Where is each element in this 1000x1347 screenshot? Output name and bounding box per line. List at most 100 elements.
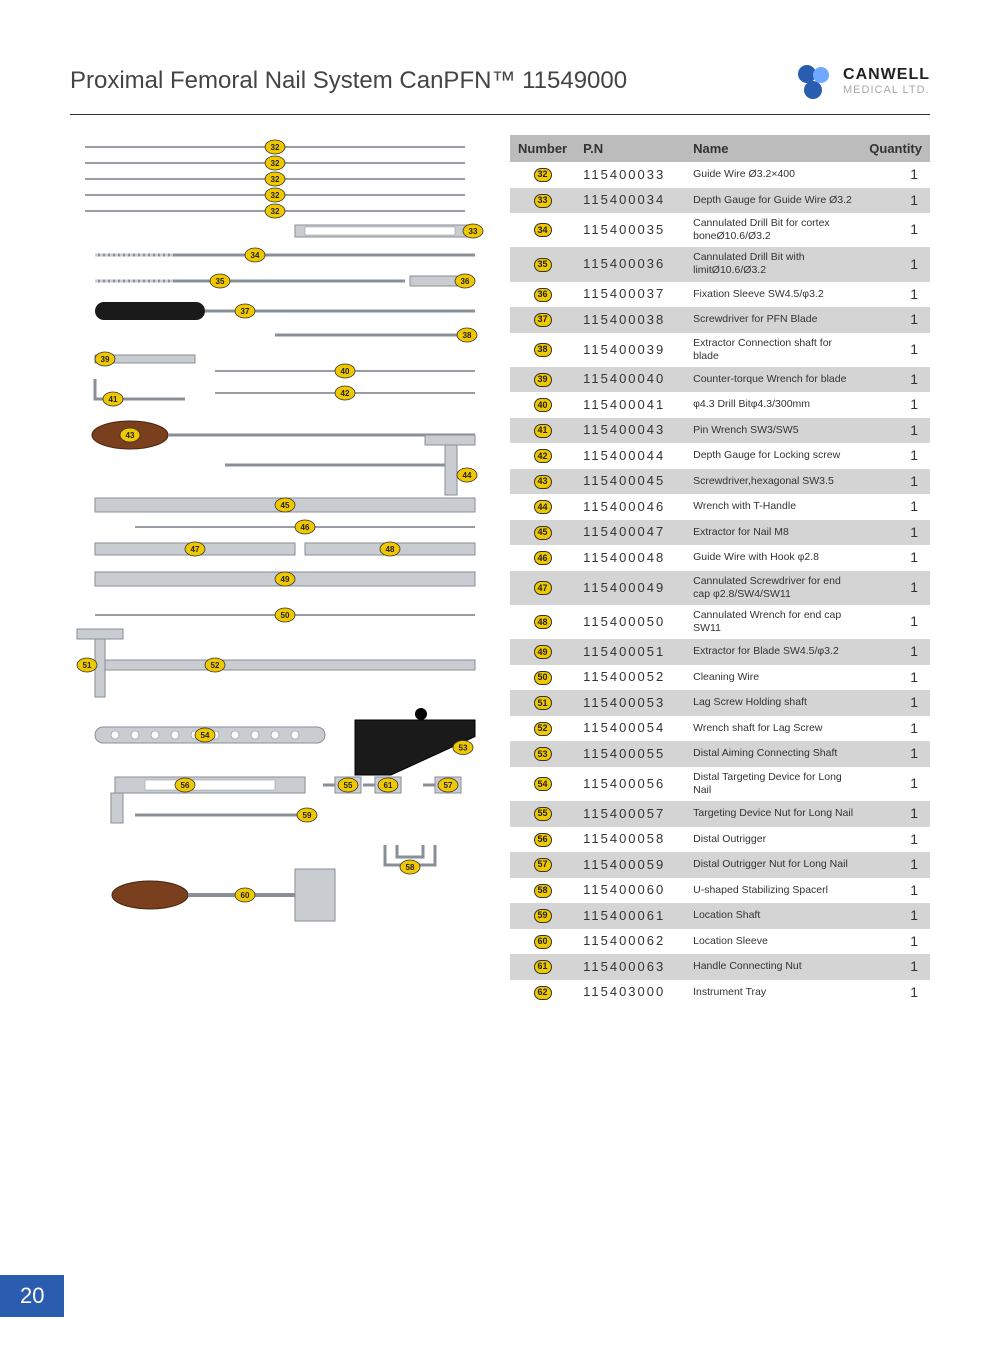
cell-name: Cannulated Wrench for end cap SW11 [685,605,861,639]
cell-number: 35 [510,247,575,281]
cell-name: Handle Connecting Nut [685,954,861,980]
svg-text:55: 55 [344,781,353,790]
svg-text:36: 36 [461,277,470,286]
table-row: 41115400043Pin Wrench SW3/SW51 [510,418,930,444]
table-row: 51115400053Lag Screw Holding shaft1 [510,690,930,716]
svg-text:61: 61 [384,781,393,790]
cell-name: Pin Wrench SW3/SW5 [685,418,861,444]
table-row: 34115400035Cannulated Drill Bit for cort… [510,213,930,247]
cell-number: 57 [510,852,575,878]
cell-qty: 1 [861,282,930,308]
table-row: 54115400056Distal Targeting Device for L… [510,767,930,801]
cell-name: Guide Wire with Hook φ2.8 [685,545,861,571]
cell-name: Guide Wire Ø3.2×400 [685,162,861,188]
cell-pn: 115400063 [575,954,685,980]
cell-qty: 1 [861,392,930,418]
page-number: 20 [0,1275,64,1317]
table-row: 50115400052Cleaning Wire1 [510,665,930,691]
cell-number: 60 [510,929,575,955]
cell-number: 61 [510,954,575,980]
table-row: 45115400047Extractor for Nail M81 [510,520,930,546]
cell-qty: 1 [861,639,930,665]
cell-number: 43 [510,469,575,495]
cell-qty: 1 [861,980,930,1006]
cell-number: 44 [510,494,575,520]
svg-text:32: 32 [271,207,280,216]
cell-pn: 115400044 [575,443,685,469]
table-row: 46115400048Guide Wire with Hook φ2.81 [510,545,930,571]
cell-name: Cannulated Drill Bit with limitØ10.6/Ø3.… [685,247,861,281]
cell-name: Extractor for Nail M8 [685,520,861,546]
svg-text:34: 34 [251,251,260,260]
cell-name: Wrench shaft for Lag Screw [685,716,861,742]
svg-text:52: 52 [211,661,220,670]
brand-sub: MEDICAL LTD. [843,84,930,96]
cell-qty: 1 [861,247,930,281]
cell-number: 33 [510,188,575,214]
cell-number: 50 [510,665,575,691]
cell-qty: 1 [861,741,930,767]
svg-text:46: 46 [301,523,310,532]
cell-name: Targeting Device Nut for Long Nail [685,801,861,827]
table-row: 59115400061Location Shaft1 [510,903,930,929]
cell-name: Depth Gauge for Locking screw [685,443,861,469]
cell-name: Screwdriver for PFN Blade [685,307,861,333]
cell-name: φ4.3 Drill Bitφ4.3/300mm [685,392,861,418]
cell-pn: 115400049 [575,571,685,605]
cell-number: 45 [510,520,575,546]
svg-text:50: 50 [281,611,290,620]
cell-name: Distal Outrigger [685,827,861,853]
cell-pn: 115400061 [575,903,685,929]
page-title: Proximal Femoral Nail System CanPFN™ 115… [70,67,627,95]
svg-text:32: 32 [271,143,280,152]
svg-text:49: 49 [281,575,290,584]
svg-text:56: 56 [181,781,190,790]
table-row: 35115400036Cannulated Drill Bit with lim… [510,247,930,281]
cell-name: Distal Outrigger Nut for Long Nail [685,852,861,878]
brand-logo: CANWELL MEDICAL LTD. [793,60,930,102]
cell-qty: 1 [861,716,930,742]
table-row: 37115400038Screwdriver for PFN Blade1 [510,307,930,333]
cell-name: Counter-torque Wrench for blade [685,367,861,393]
svg-text:58: 58 [406,863,415,872]
cell-pn: 115400036 [575,247,685,281]
cell-qty: 1 [861,571,930,605]
cell-qty: 1 [861,443,930,469]
cell-number: 41 [510,418,575,444]
svg-text:60: 60 [241,891,250,900]
cell-number: 59 [510,903,575,929]
cell-name: Location Sleeve [685,929,861,955]
table-row: 56115400058Distal Outrigger1 [510,827,930,853]
table-header-row: Number P.N Name Quantity [510,135,930,162]
cell-qty: 1 [861,188,930,214]
table-row: 55115400057Targeting Device Nut for Long… [510,801,930,827]
page-header: Proximal Femoral Nail System CanPFN™ 115… [70,60,930,115]
cell-number: 52 [510,716,575,742]
cell-number: 46 [510,545,575,571]
cell-name: Fixation Sleeve SW4.5/φ3.2 [685,282,861,308]
cell-qty: 1 [861,929,930,955]
cell-name: Distal Targeting Device for Long Nail [685,767,861,801]
cell-qty: 1 [861,213,930,247]
cell-number: 40 [510,392,575,418]
col-pn: P.N [575,135,685,162]
cell-number: 47 [510,571,575,605]
cell-number: 55 [510,801,575,827]
cell-pn: 115400060 [575,878,685,904]
cell-name: Instrument Tray [685,980,861,1006]
cell-qty: 1 [861,954,930,980]
svg-text:35: 35 [216,277,225,286]
cell-number: 42 [510,443,575,469]
col-qty: Quantity [861,135,930,162]
cell-pn: 115400053 [575,690,685,716]
svg-text:47: 47 [191,545,200,554]
svg-text:51: 51 [83,661,92,670]
cell-pn: 115400052 [575,665,685,691]
svg-text:53: 53 [459,744,468,753]
cell-pn: 115400043 [575,418,685,444]
parts-table: Number P.N Name Quantity 32115400033Guid… [510,135,930,1005]
cell-number: 36 [510,282,575,308]
svg-text:32: 32 [271,175,280,184]
cell-pn: 115400037 [575,282,685,308]
cell-pn: 115400057 [575,801,685,827]
